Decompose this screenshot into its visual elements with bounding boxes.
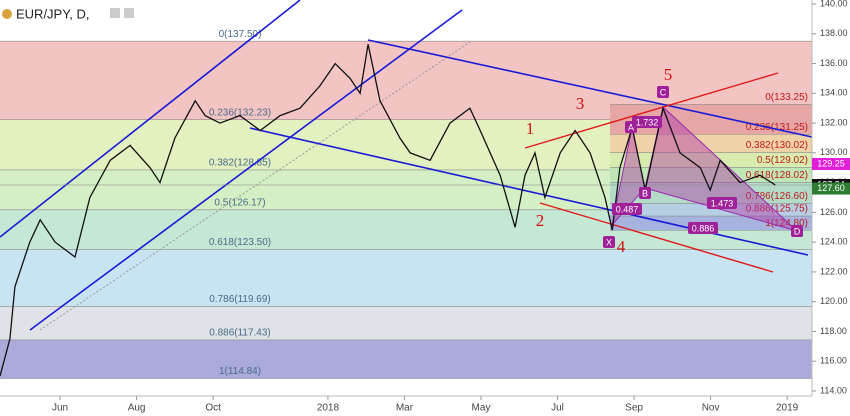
y-tick-label: 132.00 xyxy=(820,117,848,127)
fib-label: 0.786(119.69) xyxy=(209,294,271,305)
trend-line xyxy=(524,72,779,149)
wave-label: 1 xyxy=(526,119,535,138)
ratio-label: 1.732 xyxy=(636,117,659,127)
price-tag xyxy=(812,158,850,171)
x-tick-label: 2018 xyxy=(317,403,340,414)
wave-label: 2 xyxy=(536,211,545,230)
pattern-badge xyxy=(639,187,651,199)
pattern-point: X xyxy=(606,237,612,247)
y-tick-label: 130.00 xyxy=(820,147,848,157)
fib-bands: 0(137.50) 0.236(132.23) 0.382(128.85) 0.5(1… xyxy=(0,29,812,379)
fib-label: 0.382(130.02) xyxy=(746,140,808,151)
fib-label: 1(124.80) xyxy=(765,218,808,229)
y-tick-label: 118.00 xyxy=(820,326,847,336)
header-button[interactable] xyxy=(110,8,120,18)
header-button[interactable] xyxy=(124,8,134,18)
x-tick-label: Nov xyxy=(702,403,720,414)
pattern-point: B xyxy=(642,188,648,198)
price-tag xyxy=(812,182,850,195)
pattern-badge xyxy=(791,225,803,237)
y-tick-label: 124.00 xyxy=(820,237,848,247)
fib-band xyxy=(610,134,812,153)
fib-band xyxy=(610,167,812,183)
overlays xyxy=(0,0,813,377)
fib-band xyxy=(610,152,812,168)
x-tick-label: May xyxy=(472,403,491,414)
y-tick-label: 134.00 xyxy=(820,88,848,98)
fib-label: 0.618(123.50) xyxy=(209,237,271,248)
price-tag-label: 129.25 xyxy=(817,158,845,168)
y-tick-label: 122.00 xyxy=(820,266,848,276)
ratio-label: 1.473 xyxy=(711,198,734,208)
symbol-icon xyxy=(2,9,12,19)
x-tick-label: Oct xyxy=(205,403,221,414)
fib-band xyxy=(0,339,812,379)
ratio-label: 0.487 xyxy=(616,204,639,214)
ratio-label: 0.886 xyxy=(692,223,715,233)
x-tick-label: Jul xyxy=(551,403,564,414)
y-tick-label: 114.00 xyxy=(820,385,847,395)
chart-title: EUR/JPY, D, xyxy=(16,6,89,21)
ratio-badge xyxy=(688,222,718,234)
x-tick-label: Mar xyxy=(396,403,414,414)
pattern-point: A xyxy=(628,122,634,132)
pattern-point: C xyxy=(660,87,667,97)
pattern-point: D xyxy=(794,226,801,236)
y-tick-label: 136.00 xyxy=(820,58,848,68)
fib-label: 0.382(128.85) xyxy=(209,158,271,169)
x-tick-label: 2019 xyxy=(776,403,799,414)
trend-line xyxy=(0,0,301,238)
ratio-badge xyxy=(632,116,662,128)
y-tick-label: 116.00 xyxy=(820,356,847,366)
fib-band xyxy=(610,203,812,217)
x-tick-label: Aug xyxy=(128,403,146,414)
fib-label: 0(133.25) xyxy=(765,92,808,103)
y-tick-label: 140.00 xyxy=(820,0,848,8)
fib-label: 0.5(126.17) xyxy=(214,197,265,208)
wave-label: 3 xyxy=(576,94,585,113)
fib-label: 0.886(117.43) xyxy=(209,328,271,339)
pattern-badge xyxy=(657,86,669,98)
y-tick-label: 126.00 xyxy=(820,207,848,217)
wave-label: 5 xyxy=(664,65,673,84)
y-tick-label: 138.00 xyxy=(820,28,848,38)
pattern-badge xyxy=(603,236,615,248)
fib-label: 0.236(132.23) xyxy=(209,107,271,118)
y-tick-label: 120.00 xyxy=(820,296,848,306)
fib-band xyxy=(0,249,812,307)
fib-label: 0.786(126.60) xyxy=(746,191,808,202)
trend-line xyxy=(539,202,774,273)
price-axis xyxy=(812,0,850,416)
fib-label: 0.5(129.02) xyxy=(757,155,808,166)
x-tick-label: Jun xyxy=(52,403,68,414)
wave-label: 4 xyxy=(617,237,626,256)
price-tag-label: 127.60 xyxy=(817,183,845,193)
fib-label: 0.618(128.02) xyxy=(746,170,808,181)
price-line xyxy=(0,44,776,377)
fib-label: 0.236(131.25) xyxy=(746,122,808,133)
fib-label: 0(137.50) xyxy=(219,29,262,40)
ratio-badge xyxy=(612,203,642,215)
fib-label: 0.886(125.75) xyxy=(746,204,808,215)
ratio-badge xyxy=(707,197,737,209)
trend-line xyxy=(367,39,813,138)
fib-label: 1(114.84) xyxy=(219,366,261,377)
trend-line xyxy=(29,9,463,331)
x-tick-label: Sep xyxy=(625,403,643,414)
fib-band xyxy=(0,306,812,340)
